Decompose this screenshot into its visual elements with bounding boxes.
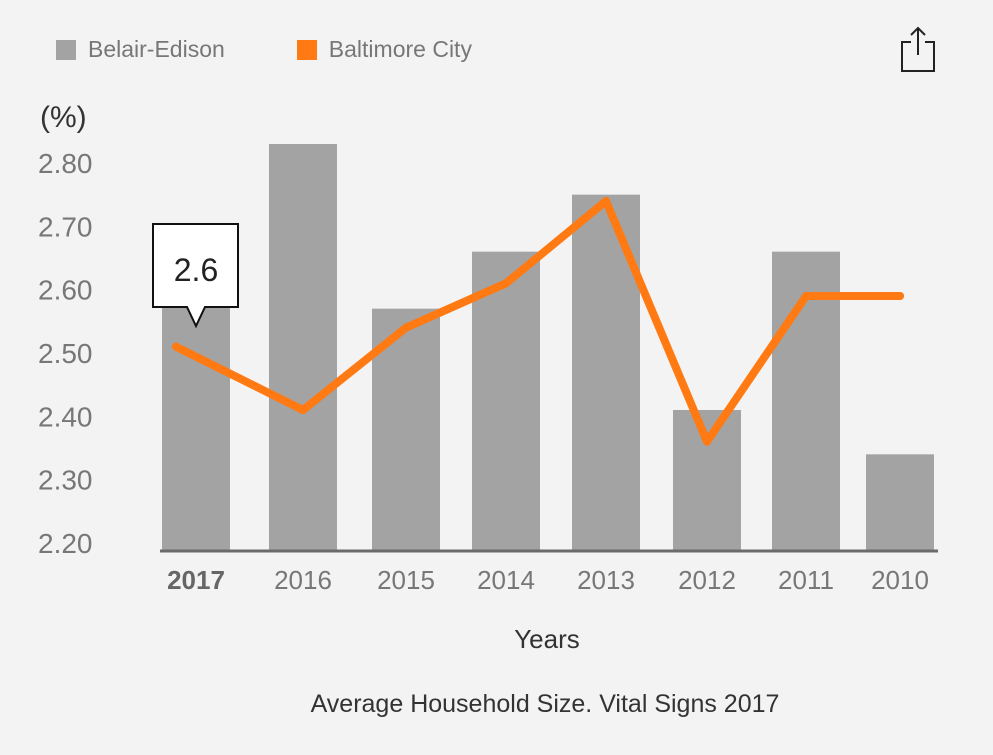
y-tick-label: 2.30: [38, 465, 93, 496]
line-point-2010[interactable]: [896, 292, 904, 300]
legend-label: Belair-Edison: [88, 36, 225, 62]
legend: Belair-Edison Baltimore City: [56, 36, 544, 63]
line-series-baltimore-city: [172, 197, 904, 446]
x-tick-label: 2016: [274, 565, 332, 595]
x-tick-label: 2015: [377, 565, 435, 595]
bar-2017[interactable]: [162, 302, 230, 551]
y-axis-title: (%): [40, 101, 87, 134]
bar-2014[interactable]: [472, 251, 540, 551]
chart: (%) 2.20 2.30 2.40 2.50 2.60 2.70 2.80 2017 2016 2…: [38, 101, 938, 654]
x-tick-label: 2017: [167, 565, 225, 595]
tooltip-box: [152, 223, 239, 329]
y-tick-label: 2.60: [38, 275, 93, 306]
line-point-2013[interactable]: [602, 197, 610, 205]
legend-item-belair-edison[interactable]: Belair-Edison: [56, 36, 225, 63]
line-point-2011[interactable]: [802, 292, 810, 300]
chart-caption: Average Household Size. Vital Signs 2017: [310, 690, 780, 718]
line-point-2012[interactable]: [703, 437, 711, 446]
line-point-2014[interactable]: [502, 279, 510, 288]
tooltip-value: 2.6: [174, 252, 218, 288]
line-point-2016[interactable]: [299, 406, 307, 414]
y-tick-label: 2.80: [38, 148, 93, 179]
x-tick-label: 2010: [871, 565, 929, 595]
bar-2010[interactable]: [866, 454, 934, 551]
y-tick-label: 2.50: [38, 338, 93, 369]
bar-2016[interactable]: [269, 144, 337, 551]
y-tick-label: 2.70: [38, 211, 93, 242]
line-point-2015[interactable]: [402, 323, 410, 332]
y-tick-label: 2.20: [38, 528, 93, 559]
x-tick-label: 2013: [577, 565, 635, 595]
x-tick-label: 2014: [477, 565, 535, 595]
y-tick-label: 2.40: [38, 401, 93, 432]
x-tick-label: 2012: [678, 565, 736, 595]
share-icon[interactable]: [898, 24, 938, 74]
bar-2012[interactable]: [673, 410, 741, 551]
legend-item-baltimore-city[interactable]: Baltimore City: [296, 36, 472, 63]
legend-swatch-belair-edison: [56, 39, 76, 60]
legend-swatch-baltimore-city: [296, 39, 317, 60]
line-point-2017[interactable]: [172, 342, 180, 351]
x-axis-title: Years: [514, 624, 580, 654]
x-tick-label: 2011: [778, 565, 834, 595]
legend-label: Baltimore City: [328, 36, 472, 62]
